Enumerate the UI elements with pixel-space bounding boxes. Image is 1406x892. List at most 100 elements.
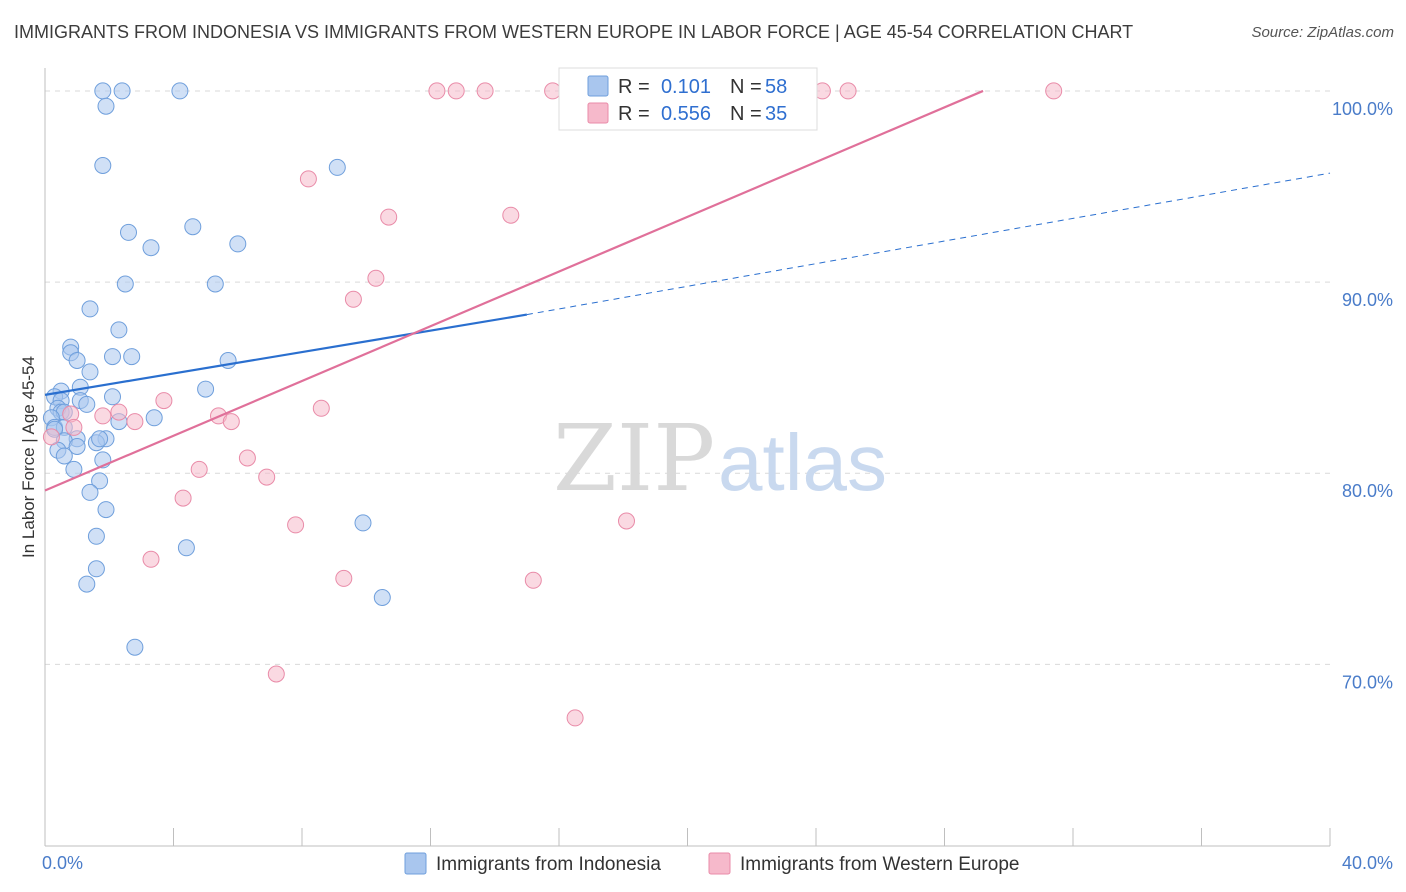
point-indonesia[interactable] <box>97 501 115 519</box>
stats-n-label-blue: N = <box>730 76 762 98</box>
point-western-europe[interactable] <box>476 82 494 100</box>
point-western-europe[interactable] <box>1045 82 1063 100</box>
point-western-europe[interactable] <box>344 290 362 308</box>
point-indonesia[interactable] <box>123 348 141 366</box>
point-western-europe[interactable] <box>155 392 173 410</box>
point-indonesia[interactable] <box>104 388 121 406</box>
stats-r-value-pink: 0.556 <box>661 103 711 125</box>
point-western-europe[interactable] <box>142 550 160 568</box>
point-western-europe[interactable] <box>544 82 562 100</box>
point-indonesia[interactable] <box>120 223 137 241</box>
stats-n-label-pink: N = <box>730 103 762 125</box>
gridlines <box>45 90 1330 665</box>
point-indonesia[interactable] <box>91 472 109 490</box>
point-western-europe[interactable] <box>566 709 584 727</box>
point-western-europe[interactable] <box>287 516 305 534</box>
point-western-europe[interactable] <box>299 170 317 188</box>
point-western-europe[interactable] <box>618 512 635 530</box>
stats-r-label-blue: R = <box>618 76 650 98</box>
point-indonesia[interactable] <box>94 82 112 100</box>
stats-legend: R = 0.101 N = 58 R = 0.556 N = 35 <box>558 67 818 131</box>
point-western-europe[interactable] <box>312 399 330 417</box>
point-indonesia[interactable] <box>110 321 128 339</box>
trendline-indonesia-extension <box>526 172 1331 316</box>
point-western-europe[interactable] <box>267 665 285 683</box>
chart-title: IMMIGRANTS FROM INDONESIA VS IMMIGRANTS … <box>14 22 1134 42</box>
trendline-indonesia <box>44 313 528 396</box>
point-indonesia[interactable] <box>81 483 99 501</box>
x-tick-label-max: 40.0% <box>1342 853 1393 873</box>
series-indonesia <box>42 82 391 656</box>
point-indonesia[interactable] <box>81 300 99 318</box>
point-western-europe[interactable] <box>447 82 465 100</box>
point-indonesia[interactable] <box>91 430 109 448</box>
bottom-legend: Immigrants from Indonesia Immigrants fro… <box>404 852 1019 875</box>
point-indonesia[interactable] <box>94 157 112 174</box>
stats-n-value-blue: 58 <box>765 76 787 98</box>
trend-lines <box>44 89 1331 492</box>
point-western-europe[interactable] <box>258 468 276 486</box>
point-indonesia[interactable] <box>87 560 105 578</box>
point-indonesia[interactable] <box>68 438 86 455</box>
point-indonesia[interactable] <box>97 97 115 115</box>
point-western-europe[interactable] <box>335 569 353 587</box>
point-western-europe[interactable] <box>42 428 60 446</box>
y-tick-label: 100.0% <box>1332 99 1393 119</box>
stats-n-value-pink: 35 <box>765 103 787 125</box>
stats-r-value-blue: 0.101 <box>661 76 711 98</box>
point-western-europe[interactable] <box>380 208 398 226</box>
point-indonesia[interactable] <box>81 363 99 381</box>
point-indonesia[interactable] <box>126 638 144 656</box>
point-western-europe[interactable] <box>238 449 256 467</box>
point-indonesia[interactable] <box>78 395 96 413</box>
point-indonesia[interactable] <box>104 348 121 366</box>
point-indonesia[interactable] <box>171 82 189 100</box>
point-western-europe[interactable] <box>190 460 208 478</box>
point-indonesia[interactable] <box>373 589 391 606</box>
point-western-europe[interactable] <box>222 413 240 431</box>
watermark-zip: ZIP <box>553 405 715 512</box>
point-indonesia[interactable] <box>116 275 134 293</box>
point-indonesia[interactable] <box>328 158 346 176</box>
point-indonesia[interactable] <box>78 575 96 593</box>
stats-r-label-pink: R = <box>618 103 650 125</box>
point-indonesia[interactable] <box>87 527 105 545</box>
point-indonesia[interactable] <box>354 514 372 532</box>
point-indonesia[interactable] <box>55 447 73 465</box>
point-indonesia[interactable] <box>177 539 195 557</box>
point-indonesia[interactable] <box>229 235 247 253</box>
point-western-europe[interactable] <box>94 407 112 425</box>
point-western-europe[interactable] <box>524 571 542 589</box>
legend-swatch-western-europe <box>708 852 731 875</box>
point-indonesia[interactable] <box>184 218 202 236</box>
point-indonesia[interactable] <box>113 82 131 100</box>
point-indonesia[interactable] <box>145 409 163 427</box>
x-tick-label-min: 0.0% <box>42 853 83 873</box>
point-western-europe[interactable] <box>110 403 128 421</box>
point-western-europe[interactable] <box>428 82 446 100</box>
legend-label-western-europe: Immigrants from Western Europe <box>740 854 1019 875</box>
point-western-europe[interactable] <box>174 489 192 507</box>
x-ticks <box>44 828 1331 846</box>
point-western-europe[interactable] <box>65 418 83 436</box>
point-indonesia[interactable] <box>142 239 160 257</box>
chart-source: Source: ZipAtlas.com <box>1251 24 1394 41</box>
y-axis-label: In Labor Force | Age 45-54 <box>19 356 38 558</box>
y-tick-label: 90.0% <box>1342 290 1393 310</box>
watermark-atlas: atlas <box>718 418 887 507</box>
point-western-europe[interactable] <box>502 206 520 224</box>
legend-swatch-indonesia <box>404 852 427 875</box>
stats-swatch-pink <box>587 102 609 124</box>
point-indonesia[interactable] <box>197 380 215 398</box>
point-indonesia[interactable] <box>68 352 86 369</box>
point-western-europe[interactable] <box>126 413 144 431</box>
y-tick-label: 70.0% <box>1342 672 1393 692</box>
trendline-western-europe <box>44 89 984 492</box>
point-western-europe[interactable] <box>839 82 857 100</box>
y-tick-label: 80.0% <box>1342 481 1393 501</box>
y-tick-labels: 70.0% 80.0% 90.0% 100.0% <box>1332 99 1393 692</box>
point-indonesia[interactable] <box>206 275 224 293</box>
legend-label-indonesia: Immigrants from Indonesia <box>436 854 661 875</box>
point-western-europe[interactable] <box>367 269 385 287</box>
